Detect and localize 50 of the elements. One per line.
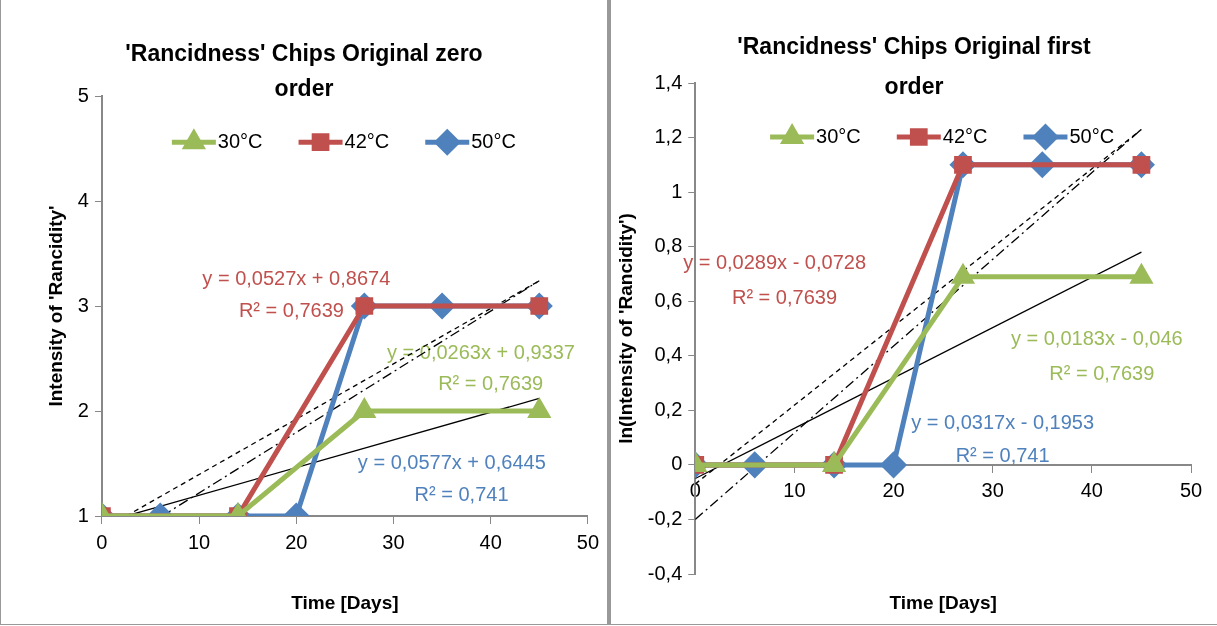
y-tick-label: -0,2: [647, 506, 683, 529]
annotation: R² = 0,7639: [731, 286, 838, 309]
y-tick-label: 0: [671, 452, 683, 475]
legend-label: 30°C: [816, 124, 861, 147]
legend-label: 50°C: [1069, 124, 1115, 147]
y-tick-label: 1,4: [654, 70, 683, 93]
annotation: R² = 0,741: [955, 444, 1050, 467]
chart-title: 'Rancidness' Chips Original first order: [737, 33, 1092, 100]
y-axis-title: Intensity of 'Rancidity': [44, 205, 66, 407]
annotation: y = 0,0317x - 0,1953: [911, 411, 1095, 434]
y-tick-label: 4: [77, 188, 89, 211]
annotation: y = 0,0527x + 0,8674: [202, 267, 391, 290]
legend-label: 30°C: [217, 129, 263, 152]
x-tick-label: 40: [1080, 479, 1103, 502]
y-tick-label: 0,6: [654, 288, 683, 311]
annotation: y = 0,0289x - 0,0728: [683, 250, 867, 273]
legend-label: 42°C: [344, 129, 390, 152]
x-tick-label: 30: [382, 530, 405, 553]
y-tick-label: 0,2: [654, 397, 683, 420]
y-tick-label: 0,8: [654, 234, 683, 257]
y-tick-label: -0,4: [647, 561, 683, 584]
annotation: R² = 0,741: [414, 482, 509, 505]
y-tick-label: 5: [77, 83, 89, 106]
x-tick-label: 10: [187, 530, 211, 553]
x-tick-label: 0: [96, 530, 108, 553]
x-tick-label: 40: [479, 530, 502, 553]
y-axis-title: ln(Intensity of 'Rancidity'): [614, 213, 636, 444]
x-tick-label: 20: [285, 530, 308, 553]
x-tick-label: 30: [981, 479, 1004, 502]
annotation: y = 0,0263x + 0,9337: [387, 340, 575, 363]
x-tick-label: 50: [1179, 479, 1203, 502]
x-axis-title: Time [Days]: [291, 592, 399, 614]
annotation: y = 0,0183x - 0,046: [1010, 326, 1183, 349]
legend-label: 42°C: [942, 124, 988, 147]
x-tick-label: 10: [783, 479, 806, 502]
y-tick-label: 1,2: [654, 125, 683, 148]
x-tick-label: 20: [882, 479, 905, 502]
annotation: y = 0,0577x + 0,6445: [357, 451, 546, 474]
annotation: R² = 0,7639: [238, 298, 344, 321]
x-axis-title: Time [Days]: [889, 592, 997, 614]
y-tick-label: 1: [671, 179, 683, 202]
y-tick-label: 0,4: [654, 343, 683, 366]
y-tick-label: 1: [77, 503, 89, 526]
chart-title: 'Rancidness' Chips Original zero order: [125, 40, 483, 102]
y-tick-label: 3: [77, 293, 89, 316]
x-tick-label: 50: [576, 530, 599, 553]
annotation: R² = 0,7639: [1049, 362, 1155, 385]
y-tick-label: 2: [77, 398, 89, 421]
annotation: R² = 0,7639: [438, 372, 544, 395]
legend-label: 50°C: [471, 129, 516, 152]
